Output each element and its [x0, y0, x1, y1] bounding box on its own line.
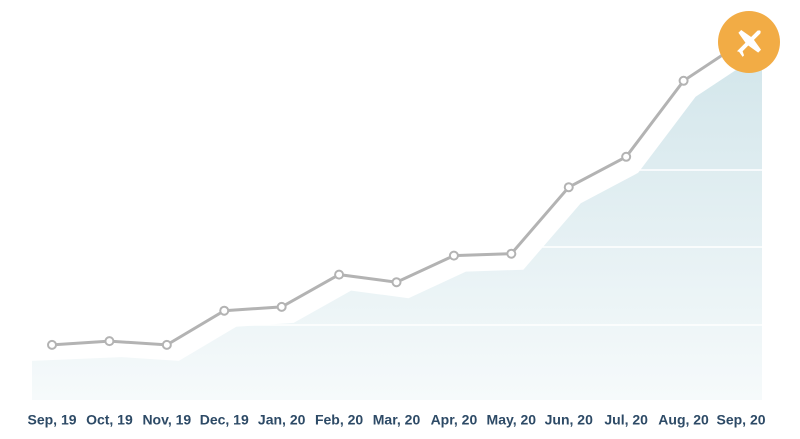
plane-badge — [718, 11, 780, 73]
plane-icon — [736, 29, 762, 57]
point — [506, 248, 517, 259]
point — [621, 151, 632, 162]
point — [219, 305, 230, 316]
point — [47, 339, 57, 350]
line-layer — [47, 41, 742, 350]
x-tick-label: Feb, 20 — [315, 412, 363, 428]
x-tick-label: Mar, 20 — [373, 412, 421, 428]
point — [161, 339, 172, 350]
x-tick-label: Apr, 20 — [431, 412, 478, 428]
x-tick-label: Nov, 19 — [142, 412, 191, 428]
x-tick-label: Jun, 20 — [545, 412, 593, 428]
point — [276, 301, 287, 312]
point — [334, 269, 345, 280]
x-tick-label: Sep, 20 — [716, 412, 765, 428]
point — [448, 250, 459, 261]
area-layer — [32, 58, 762, 401]
point — [563, 182, 574, 193]
x-tick-label: Jul, 20 — [604, 412, 648, 428]
point — [678, 75, 689, 86]
x-tick-label: Dec, 19 — [200, 412, 249, 428]
x-tick-label: Oct, 19 — [86, 412, 133, 428]
x-tick-label: Jan, 20 — [258, 412, 306, 428]
area — [32, 58, 762, 401]
x-tick-label: Sep, 19 — [27, 412, 76, 428]
point — [104, 336, 115, 347]
x-tick-label: Aug, 20 — [658, 412, 709, 428]
x-tick-label: May, 20 — [487, 412, 537, 428]
point — [391, 277, 402, 288]
